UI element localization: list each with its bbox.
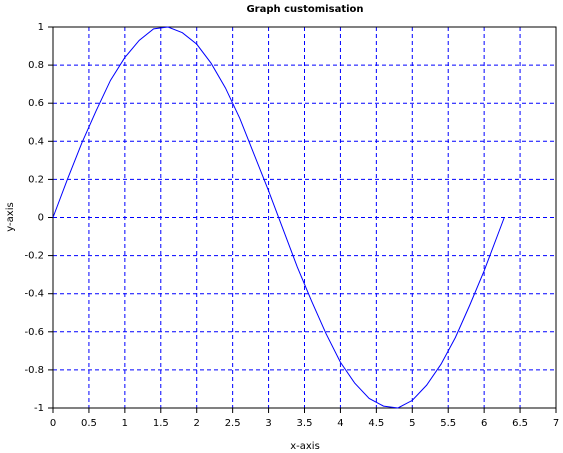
- x-tick-label: 3: [265, 418, 271, 429]
- x-tick-label: 1.5: [153, 418, 169, 429]
- y-tick-label: 0.8: [28, 60, 44, 71]
- chart-title: Graph customisation: [246, 4, 363, 15]
- x-tick-label: 5: [409, 418, 415, 429]
- y-tick-label: -0.8: [24, 365, 44, 376]
- x-tick-label: 4.5: [368, 418, 384, 429]
- x-tick-label: 6: [481, 418, 487, 429]
- x-tick-label: 0: [50, 418, 56, 429]
- y-tick-label: 0: [38, 213, 44, 224]
- x-tick-label: 5.5: [440, 418, 456, 429]
- y-axis-label: y-axis: [5, 202, 16, 231]
- y-tick-label: -1: [34, 403, 44, 414]
- x-tick-label: 1: [122, 418, 128, 429]
- x-tick-label: 3.5: [297, 418, 313, 429]
- x-tick-label: 6.5: [512, 418, 528, 429]
- x-tick-label: 0.5: [81, 418, 97, 429]
- y-tick-label: 0.2: [28, 174, 44, 185]
- y-tick-label: -0.2: [24, 251, 44, 262]
- y-tick-label: 1: [38, 22, 44, 33]
- y-tick-label: 0.6: [28, 98, 44, 109]
- y-tick-label: -0.4: [24, 289, 44, 300]
- x-tick-label: 7: [553, 418, 559, 429]
- x-tick-label: 2.5: [225, 418, 241, 429]
- x-axis-label: x-axis: [290, 441, 320, 452]
- x-tick-label: 4: [337, 418, 343, 429]
- data-line: [52, 26, 505, 409]
- y-tick-label: -0.6: [24, 327, 44, 338]
- x-tick-label: 2: [194, 418, 200, 429]
- y-tick-label: 0.4: [28, 136, 44, 147]
